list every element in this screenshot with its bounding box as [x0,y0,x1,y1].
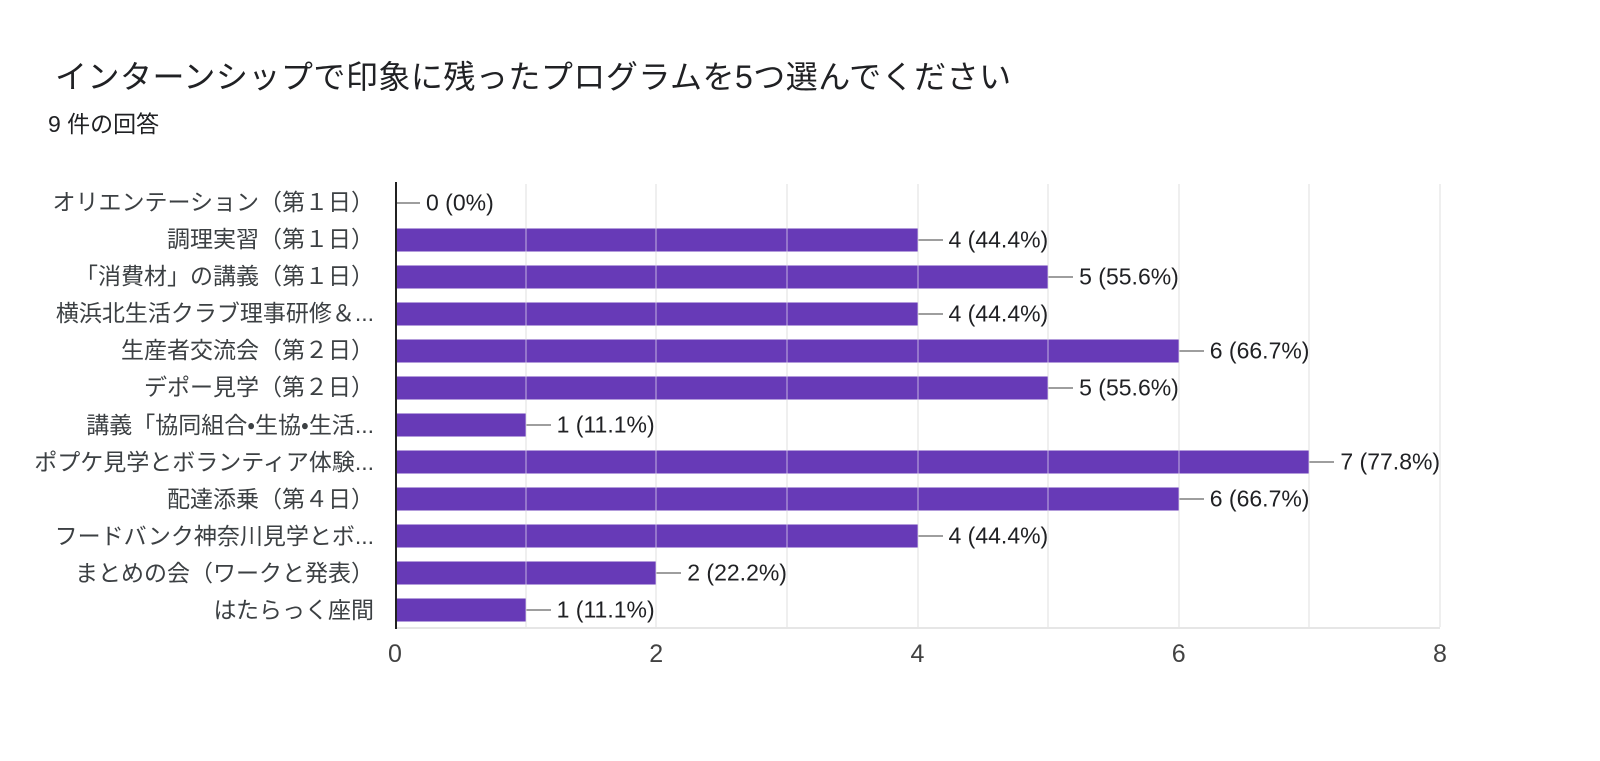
value-callout-line [1178,349,1204,352]
category-label: フードバンク神奈川見学とボ... [54,522,374,549]
value-callout-line [917,535,943,538]
x-tick-label: 2 [649,640,664,668]
bar [395,524,918,548]
x-tick-label: 0 [388,640,402,668]
bar-value-label: 6 (66.7%) [1209,337,1310,364]
bar [395,487,1179,511]
value-callout-line [1048,275,1074,278]
bar-value-label: 4 (44.4%) [948,522,1049,549]
category-label: 生産者交流会（第２日） [121,337,374,364]
category-label: 横浜北生活クラブ理事研修＆... [55,300,374,327]
bar-row: 1 (11.1%) [395,592,1440,629]
x-tick-label: 4 [910,640,925,668]
gridline [1047,184,1050,627]
bar-row: 5 (55.6%) [395,369,1440,406]
category-label: ポプケ見学とボランティア体験... [34,448,374,475]
bar-value-label: 4 (44.4%) [948,300,1049,327]
category-label: まとめの会（ワークと発表） [75,559,374,586]
category-label: はたらっく座間 [213,596,374,623]
category-label: 配達添乗（第４日） [167,485,374,512]
category-label: 調理実習（第１日） [167,226,374,253]
bar [395,302,918,326]
bar-row: 2 (22.2%) [395,555,1440,592]
bar-row: 4 (44.4%) [395,295,1440,332]
bar-value-label: 1 (11.1%) [556,596,655,623]
x-tick-label: 6 [1171,640,1186,668]
value-callout-line [917,238,943,241]
bar [395,450,1310,474]
gridline [1439,184,1441,627]
value-callout-line [1178,498,1204,501]
bar [395,561,657,585]
bar-row: 5 (55.6%) [395,258,1440,295]
gridline-overlay [1439,184,1441,627]
bar-value-label: 5 (55.6%) [1079,263,1179,290]
bar-row: 4 (44.4%) [395,221,1440,258]
value-callout-line [395,201,420,204]
bar [395,598,526,622]
gridline [655,184,658,627]
question-title: インターンシップで印象に残ったプログラムを5つ選んでください [55,59,1012,95]
x-axis: 0 2 4 6 8 [388,640,1447,680]
bar-row: 7 (77.8%) [395,444,1440,481]
gridline-overlay [655,184,658,627]
gridline-overlay [916,184,919,627]
bar [395,228,918,252]
value-callout-line [917,312,943,315]
gridline [1308,184,1311,627]
gridline [785,184,788,627]
bar-value-label: 6 (66.7%) [1209,485,1310,512]
bar-value-label: 7 (77.8%) [1340,448,1441,475]
bar-row: 4 (44.4%) [395,518,1440,555]
bar [395,413,526,437]
category-label: オリエンテーション（第１日） [52,189,374,215]
value-callout-line [656,572,682,575]
value-callout-line [525,424,551,427]
category-label: デポー見学（第２日） [144,374,374,401]
bar-value-label: 5 (55.6%) [1079,374,1179,401]
value-callout-line [525,609,551,612]
gridline [524,184,527,627]
response-count: 9 件の回答 [48,111,160,137]
bar-row: 1 (11.1%) [395,407,1440,444]
plot-area: 0 (0%) 4 (44.4%) 5 (55.6%) 4 (44.4%) 6 (66.7… [395,182,1441,629]
gridline-overlay [1177,184,1180,627]
gridline-overlay [1308,184,1311,627]
bar-row: 0 (0%) [395,184,1440,221]
bar-value-label: 2 (22.2%) [687,559,787,586]
gridline-overlay [524,184,527,627]
gridline-overlay [1047,184,1050,627]
y-axis-line [395,182,397,629]
value-callout-line [1309,461,1335,464]
gridline-overlay [785,184,788,627]
category-label: 講義「協同組合・生協・生活... [86,411,374,438]
bar [395,376,1049,400]
category-axis: オリエンテーション（第１日） 調理実習（第１日） 「消費材」の講義（第１日） 横浜北生… [0,184,385,629]
bar-value-label: 0 (0%) [426,189,494,216]
bar-row: 6 (66.7%) [395,481,1440,518]
bar [395,265,1049,289]
x-tick-label: 8 [1433,640,1447,668]
bar-row: 6 (66.7%) [395,332,1440,369]
gridline [916,184,919,627]
category-label: 「消費材」の講義（第１日） [75,263,374,290]
value-callout-line [1048,386,1074,389]
bar [395,339,1179,363]
bar-value-label: 1 (11.1%) [556,411,655,438]
bar-value-label: 4 (44.4%) [948,226,1049,253]
gridline [1177,184,1180,627]
